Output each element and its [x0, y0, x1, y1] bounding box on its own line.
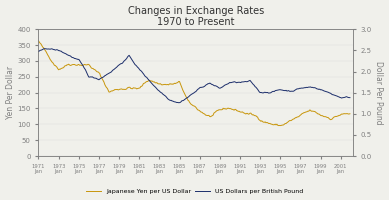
US Dollars per British Pound — [343, 96, 347, 99]
Y-axis label: Yen Per Dollar: Yen Per Dollar — [5, 66, 14, 119]
Japanese Yen per US Dollar — [278, 124, 282, 127]
Title: Changes in Exchange Rates
1970 to Present: Changes in Exchange Rates 1970 to Presen… — [128, 6, 264, 27]
US Dollars per British Pound — [36, 50, 41, 53]
Japanese Yen per US Dollar — [141, 82, 146, 85]
Japanese Yen per US Dollar — [195, 108, 200, 110]
Japanese Yen per US Dollar — [88, 64, 92, 67]
Line: US Dollars per British Pound: US Dollars per British Pound — [39, 49, 350, 103]
Legend: Japanese Yen per US Dollar, US Dollars per British Pound: Japanese Yen per US Dollar, US Dollars p… — [83, 186, 306, 197]
US Dollars per British Pound — [88, 76, 93, 78]
US Dollars per British Pound — [196, 87, 201, 90]
Japanese Yen per US Dollar — [36, 39, 41, 42]
Japanese Yen per US Dollar — [265, 121, 269, 124]
US Dollars per British Pound — [348, 96, 352, 99]
US Dollars per British Pound — [266, 92, 271, 94]
Y-axis label: Dollar Per Pound: Dollar Per Pound — [375, 61, 384, 124]
US Dollars per British Pound — [176, 102, 181, 104]
Japanese Yen per US Dollar — [348, 113, 352, 115]
Line: Japanese Yen per US Dollar: Japanese Yen per US Dollar — [39, 41, 350, 126]
Japanese Yen per US Dollar — [342, 112, 346, 115]
US Dollars per British Pound — [76, 58, 81, 61]
US Dollars per British Pound — [44, 48, 48, 50]
US Dollars per British Pound — [142, 74, 147, 76]
Japanese Yen per US Dollar — [75, 64, 80, 66]
